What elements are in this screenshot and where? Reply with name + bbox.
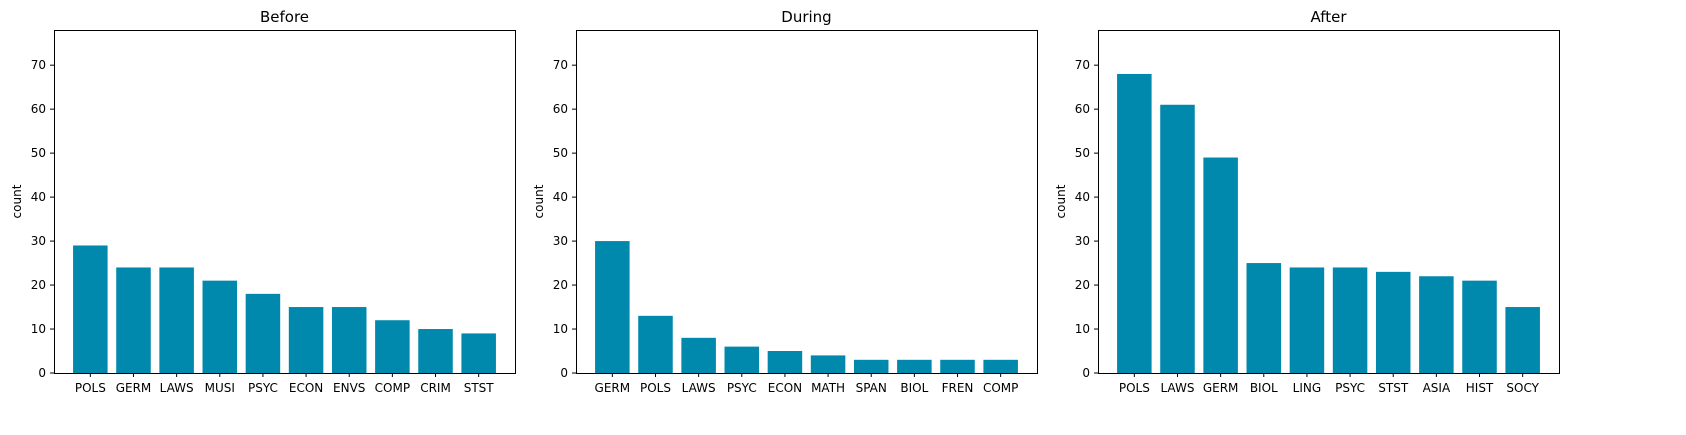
bar-comp	[375, 320, 410, 373]
y-tick-label: 20	[1075, 278, 1090, 292]
x-tick-label: MUSI	[205, 381, 235, 395]
x-tick-label: POLS	[75, 381, 106, 395]
x-tick-label: FREN	[942, 381, 974, 395]
bar-laws	[681, 337, 716, 373]
x-tick-label: SPAN	[856, 381, 887, 395]
bar-pols	[1117, 73, 1152, 373]
x-tick-label: HIST	[1466, 381, 1494, 395]
chart-title: After	[1310, 8, 1347, 26]
bar-laws	[1160, 104, 1195, 373]
bar-stst	[1375, 271, 1411, 373]
y-tick-label: 10	[553, 322, 568, 336]
bar-germ	[116, 267, 151, 373]
bar-pols	[73, 245, 108, 373]
y-tick-label: 30	[31, 234, 46, 248]
bar-pols	[638, 315, 673, 373]
y-tick-label: 60	[31, 102, 46, 116]
x-tick-label: COMP	[983, 381, 1018, 395]
bar-biol	[897, 359, 932, 373]
y-tick-label: 50	[1075, 146, 1090, 160]
bar-psyc	[724, 346, 760, 373]
x-tick-label: MATH	[811, 381, 845, 395]
axes-frame	[54, 30, 516, 374]
bar-econ	[288, 307, 324, 373]
x-tick-label: PSYC	[248, 381, 278, 395]
y-tick-label: 0	[1082, 366, 1090, 380]
bar-germ	[595, 241, 630, 373]
bar-crim	[418, 329, 453, 373]
bar-socy	[1505, 307, 1540, 373]
chart-title: Before	[260, 8, 309, 26]
bar-fren	[940, 359, 975, 373]
y-tick-label: 70	[31, 58, 46, 72]
y-tick-label: 60	[1075, 102, 1090, 116]
y-tick-label: 30	[1075, 234, 1090, 248]
bar-span	[853, 359, 889, 373]
x-tick-label: CRIM	[420, 381, 451, 395]
x-tick-label: LAWS	[1160, 381, 1194, 395]
y-axis-label: count	[1054, 184, 1068, 218]
y-tick-label: 10	[31, 322, 46, 336]
bar-stst	[461, 333, 496, 373]
bar-laws	[159, 267, 194, 373]
x-tick-label: SOCY	[1506, 381, 1539, 395]
x-tick-label: POLS	[640, 381, 671, 395]
y-tick-label: 0	[38, 366, 46, 380]
x-tick-label: PSYC	[727, 381, 757, 395]
subplot-after: POLS LAWS GERM BIOL LING PSYC STST ASIA HIST SOCY…	[1054, 8, 1560, 395]
subplot-before: POLS GERM LAWS MUSI PSYC ECON ENVS COMP CRIM STST…	[10, 8, 516, 395]
y-axis-label: count	[10, 184, 24, 218]
y-tick-label: 50	[31, 146, 46, 160]
bar-musi	[202, 280, 238, 373]
x-tick-label: ENVS	[333, 381, 365, 395]
y-tick-label: 20	[31, 278, 46, 292]
x-tick-label: BIOL	[1250, 381, 1278, 395]
x-tick-label: LAWS	[160, 381, 194, 395]
y-tick-label: 40	[553, 190, 568, 204]
x-tick-label: LING	[1293, 381, 1322, 395]
x-tick-label: COMP	[375, 381, 410, 395]
y-tick-label: 60	[553, 102, 568, 116]
bar-germ	[1203, 157, 1238, 373]
x-tick-label: ECON	[289, 381, 323, 395]
subplot-during: GERM POLS LAWS PSYC ECON MATH SPAN BIOL FREN COMP…	[532, 8, 1038, 395]
y-tick-label: 0	[560, 366, 568, 380]
x-tick-label: GERM	[595, 381, 631, 395]
bar-psyc	[1332, 267, 1368, 373]
bar-math	[810, 355, 846, 373]
bar-asia	[1419, 276, 1454, 373]
x-tick-label: GERM	[1203, 381, 1239, 395]
x-tick-label: ECON	[768, 381, 802, 395]
x-tick-label: PSYC	[1335, 381, 1365, 395]
chart-title: During	[781, 8, 831, 26]
y-tick-label: 70	[1075, 58, 1090, 72]
y-tick-label: 30	[553, 234, 568, 248]
y-axis-label: count	[532, 184, 546, 218]
y-tick-label: 10	[1075, 322, 1090, 336]
bar-biol	[1246, 263, 1282, 373]
y-tick-label: 40	[31, 190, 46, 204]
x-tick-label: POLS	[1119, 381, 1150, 395]
y-tick-label: 20	[553, 278, 568, 292]
axes-frame	[576, 30, 1038, 374]
y-tick-label: 40	[1075, 190, 1090, 204]
x-tick-label: LAWS	[682, 381, 716, 395]
bar-econ	[767, 351, 803, 373]
y-tick-label: 70	[553, 58, 568, 72]
bar-hist	[1462, 280, 1497, 373]
axes-frame	[1098, 30, 1560, 374]
x-tick-label: STST	[464, 381, 495, 395]
x-tick-label: BIOL	[900, 381, 928, 395]
x-tick-label: ASIA	[1423, 381, 1451, 395]
bar-psyc	[245, 293, 281, 373]
x-tick-label: GERM	[116, 381, 152, 395]
y-tick-label: 50	[553, 146, 568, 160]
x-tick-label: STST	[1378, 381, 1409, 395]
bar-envs	[331, 307, 367, 373]
bar-comp	[983, 359, 1018, 373]
bar-ling	[1289, 267, 1325, 373]
